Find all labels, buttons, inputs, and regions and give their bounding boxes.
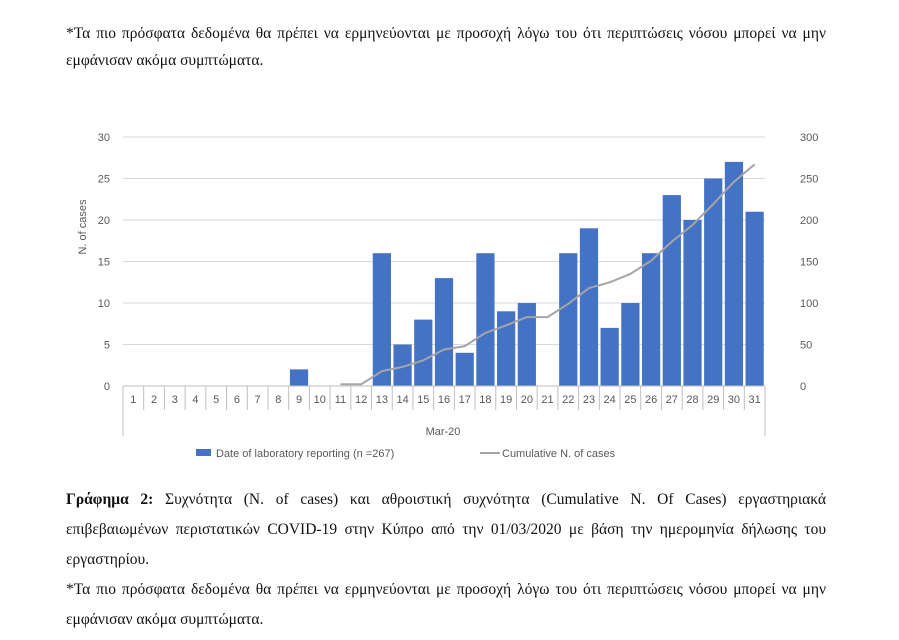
- y-axis-ticks: 0 5 10 15 20 25 30: [98, 132, 110, 393]
- legend-swatch-bars: [196, 449, 211, 456]
- bar: [434, 278, 454, 386]
- x-tick-label: 31: [749, 394, 761, 406]
- x-tick-label: 18: [479, 394, 491, 406]
- x-tick-label: 21: [541, 394, 553, 406]
- bar: [393, 344, 412, 386]
- cumulative-line-layer: [340, 163, 756, 386]
- x-tick-label: 29: [707, 394, 719, 406]
- legend-label-line: Cumulative N. of cases: [502, 448, 616, 460]
- y2-tick-label: 100: [800, 298, 818, 310]
- bar: [497, 311, 516, 386]
- x-tick-label: 13: [376, 394, 388, 406]
- bar: [289, 369, 309, 386]
- y2-tick-label: 150: [800, 257, 818, 269]
- x-tick-label: 5: [213, 394, 219, 406]
- bottom-note: *Τα πιο πρόσφατα δεδομένα θα πρέπει να ε…: [66, 581, 826, 628]
- bar: [621, 303, 640, 386]
- x-tick-label: 22: [562, 394, 574, 406]
- y2-tick-label: 300: [800, 132, 818, 144]
- x-tick-label: 3: [172, 394, 178, 406]
- x-axis: 1 2 3 4 5 6 7 8 9 10 11 12 13 14 15 16 17 18 19 20 21 22 23 24 2…: [122, 385, 766, 436]
- x-tick-label: 2: [151, 394, 157, 406]
- x-tick-label: 12: [355, 394, 367, 406]
- x-tick-label: 24: [604, 394, 616, 406]
- bar: [414, 319, 433, 386]
- bar: [745, 211, 764, 386]
- legend: Date of laboratory reporting (n =267) Cu…: [196, 448, 616, 460]
- y-tick-label: 20: [98, 215, 110, 227]
- bar: [579, 228, 599, 386]
- x-tick-label: 30: [728, 394, 740, 406]
- y-tick-label: 15: [98, 257, 110, 269]
- bar: [641, 253, 661, 386]
- x-tick-label: 14: [396, 394, 408, 406]
- bar: [724, 161, 744, 386]
- x-axis-label: Mar-20: [426, 426, 461, 438]
- figure-caption: Γράφημα 2: Συχνότητα (N. of cases) και α…: [66, 485, 826, 575]
- x-tick-label: 15: [417, 394, 429, 406]
- x-tick-label: 16: [438, 394, 450, 406]
- y-tick-label: 30: [98, 132, 110, 144]
- y-tick-label: 0: [104, 381, 110, 393]
- y2-tick-label: 250: [800, 174, 818, 186]
- bar: [559, 253, 578, 386]
- y-tick-label: 5: [104, 340, 110, 352]
- x-tick-label: 10: [314, 394, 326, 406]
- x-tick-label: 20: [521, 394, 533, 406]
- x-tick-label: 17: [459, 394, 471, 406]
- x-tick-label: 1: [130, 394, 136, 406]
- caption-label: Γράφημα 2:: [66, 491, 154, 508]
- y-tick-label: 25: [98, 174, 110, 186]
- legend-label-bars: Date of laboratory reporting (n =267): [216, 448, 394, 460]
- x-tick-label: 8: [275, 394, 281, 406]
- x-tick-label: 28: [686, 394, 698, 406]
- x-tick-label: 6: [234, 394, 240, 406]
- x-tick-label: 4: [192, 394, 198, 406]
- y2-tick-label: 0: [800, 381, 806, 393]
- cumulative-line: [340, 163, 756, 386]
- x-tick-label: 11: [335, 394, 346, 406]
- y2-tick-label: 200: [800, 215, 818, 227]
- x-tick-label: 26: [645, 394, 657, 406]
- x-tick-label: 19: [500, 394, 512, 406]
- x-tick-label: 9: [296, 394, 302, 406]
- bar: [683, 220, 702, 386]
- bar: [704, 178, 723, 386]
- top-note: *Τα πιο πρόσφατα δεδομένα θα πρέπει να ε…: [66, 25, 826, 69]
- x-tick-label: 23: [583, 394, 595, 406]
- x-tick-label: 27: [666, 394, 678, 406]
- bar: [455, 352, 474, 386]
- y2-tick-label: 50: [800, 340, 812, 352]
- bars: [289, 161, 764, 386]
- caption-text: Συχνότητα (N. of cases) και αθροιστική σ…: [66, 491, 826, 568]
- bar: [476, 253, 495, 386]
- bar: [517, 303, 536, 386]
- x-tick-label: 25: [624, 394, 636, 406]
- bar: [372, 253, 391, 386]
- bar: [600, 327, 619, 386]
- y-axis-label: N. of cases: [77, 199, 89, 255]
- x-tick-label: 7: [255, 394, 261, 406]
- bar: [662, 195, 681, 386]
- y2-axis-ticks: 0 50 100 150 200 250 300: [800, 132, 818, 393]
- y-tick-label: 10: [98, 298, 110, 310]
